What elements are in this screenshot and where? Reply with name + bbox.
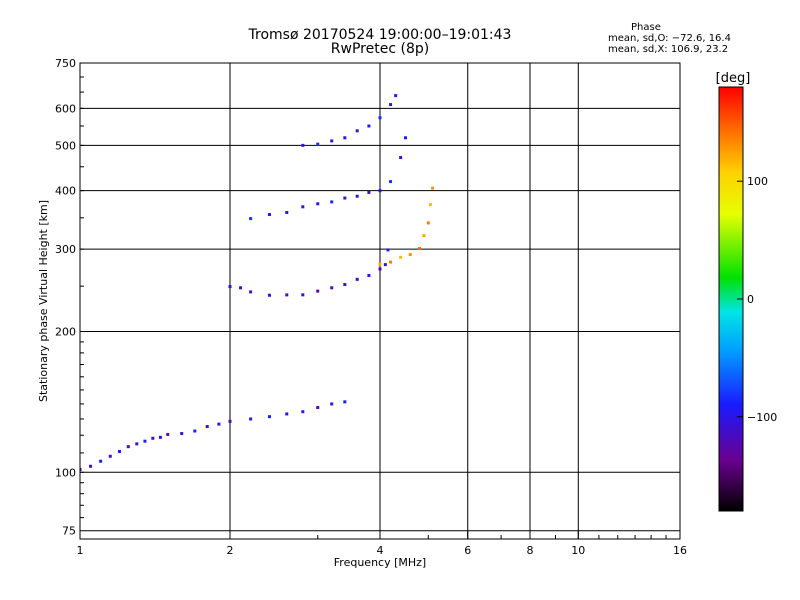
data-point [355,194,359,198]
phase-stats-x: mean, sd,X: 106.9, 23.2 [608,44,729,55]
data-point [217,422,221,426]
data-point [426,221,430,225]
data-point [316,289,320,293]
data-point [367,273,371,277]
x-tick-label: 8 [527,544,534,557]
y-tick-label: 100 [55,466,76,479]
colorbar-tick-label: −100 [747,411,777,424]
data-point [285,412,289,416]
data-point [285,210,289,214]
data-point [417,247,421,251]
data-point [399,255,403,259]
data-point [343,196,347,200]
data-point [431,186,435,190]
data-point [151,436,155,440]
chart-title: Tromsø 20170524 19:00:00–19:01:43 [248,27,512,43]
colorbar-ticks: 100 0 −100 [737,175,777,424]
data-point [301,293,305,297]
data-point [355,277,359,281]
data-point [343,136,347,140]
x-axis-label: Frequency [MHz] [334,556,426,569]
x-tick-label: 6 [464,544,471,557]
phase-stats-o: mean, sd,O: −72.6, 16.4 [608,33,731,44]
data-point [386,248,390,252]
grid [80,63,680,539]
data-point [267,213,271,217]
x-tick-label: 4 [377,544,384,557]
data-point [89,464,93,468]
data-point [239,286,243,290]
data-point [403,136,407,140]
data-point [205,425,209,429]
data-point [330,402,334,406]
data-point [166,432,170,436]
data-point [343,400,347,404]
data-point [180,432,184,436]
x-tick-label: 2 [227,544,234,557]
axis-ticks: 1 2 4 6 8 10 16 75 100 200 300 400 500 600 750 [55,57,687,557]
data-point [408,253,412,257]
y-tick-label: 500 [55,139,76,152]
data-point [343,283,347,287]
data-point [378,267,382,271]
data-point [378,262,382,266]
data-point [80,467,82,471]
data-point [378,189,382,193]
data-points [80,94,435,471]
data-point [285,293,289,297]
data-point [316,142,320,146]
data-point [367,124,371,128]
data-point [316,202,320,206]
data-point [228,419,232,423]
y-tick-label: 200 [55,325,76,338]
y-tick-label: 750 [55,57,76,70]
data-point [428,203,432,207]
y-axis-label: Stationary phase Virtual Height [km] [37,200,50,402]
data-point [301,205,305,209]
data-point [330,200,334,204]
colorbar-label: [deg] [716,71,751,86]
data-point [249,290,253,294]
data-point [249,417,253,421]
data-point [228,285,232,289]
data-point [267,415,271,419]
colorbar-tick-label: 100 [747,175,768,188]
data-point [316,406,320,410]
data-point [301,143,305,147]
data-point [301,410,305,414]
data-point [158,435,162,439]
data-point [330,139,334,143]
colorbar-tick-label: 0 [747,293,754,306]
chart-subtitle: RwPretec (8p) [330,41,430,57]
data-point [355,129,359,133]
data-point [117,449,121,453]
data-point [126,445,130,449]
data-point [383,263,387,267]
y-tick-label: 300 [55,243,76,256]
data-point [399,156,403,160]
x-tick-label: 1 [77,544,84,557]
y-tick-label: 75 [62,525,76,538]
data-point [135,442,139,446]
data-point [389,103,393,107]
data-point [422,234,426,238]
data-point [394,94,398,98]
data-point [389,180,393,184]
data-point [378,116,382,120]
data-point [330,286,334,290]
data-point [108,454,112,458]
data-point [99,459,103,463]
phase-stats-heading: Phase [631,22,661,33]
data-point [193,429,197,433]
y-tick-label: 600 [55,102,76,115]
x-tick-label: 16 [673,544,687,557]
data-point [267,293,271,297]
data-point [143,439,147,443]
y-tick-label: 400 [55,185,76,198]
data-point [249,217,253,221]
data-point [389,260,393,264]
data-point [367,190,371,194]
x-tick-label: 10 [571,544,585,557]
